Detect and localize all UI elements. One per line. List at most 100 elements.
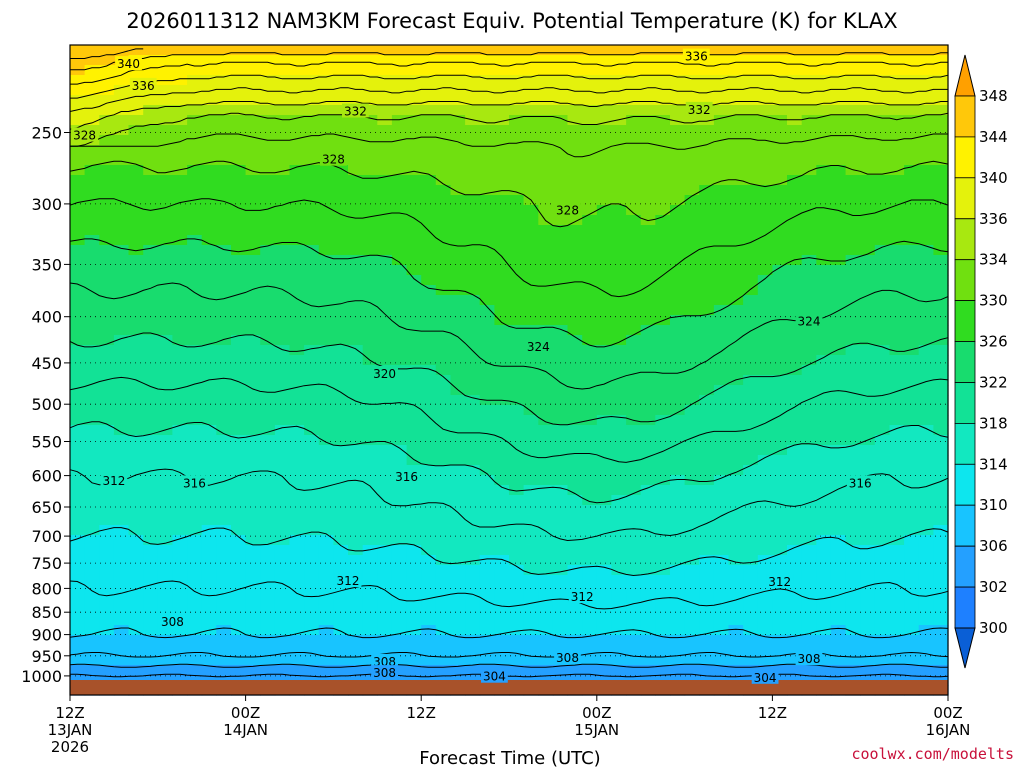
theta-e-cell	[582, 455, 598, 466]
theta-e-cell	[421, 535, 437, 546]
theta-e-cell	[552, 345, 569, 356]
theta-e-cell	[904, 75, 920, 86]
theta-e-cell	[611, 295, 627, 306]
theta-e-cell	[787, 445, 803, 456]
theta-e-cell	[728, 155, 744, 166]
theta-e-cell	[201, 635, 217, 646]
theta-e-cell	[274, 405, 291, 416]
theta-e-cell	[260, 265, 276, 276]
theta-e-cell	[84, 655, 100, 666]
theta-e-cell	[567, 265, 583, 276]
contour-label-bg	[554, 202, 581, 217]
theta-e-cell	[362, 155, 378, 166]
theta-e-cell	[231, 185, 247, 196]
theta-e-cell	[655, 495, 671, 506]
theta-e-cell	[845, 395, 861, 406]
theta-e-cell	[465, 585, 481, 596]
theta-e-cell	[699, 465, 715, 476]
theta-e-cell	[860, 215, 876, 226]
theta-e-cell	[801, 235, 817, 246]
theta-e-cell	[874, 505, 890, 516]
theta-e-cell	[157, 205, 173, 216]
contour-label-text: 332	[688, 103, 711, 117]
theta-e-cell	[626, 395, 642, 406]
theta-e-cell	[816, 645, 832, 656]
theta-e-cell	[231, 325, 247, 336]
theta-e-cell	[260, 495, 276, 506]
theta-e-cell	[260, 565, 276, 576]
theta-e-cell	[465, 155, 481, 166]
theta-e-cell	[187, 175, 203, 186]
theta-e-cell	[377, 525, 393, 536]
theta-e-cell	[523, 305, 539, 316]
theta-e-cell	[143, 365, 159, 376]
theta-e-cell	[904, 545, 920, 556]
theta-e-cell	[816, 95, 832, 106]
theta-e-cell	[157, 325, 173, 336]
theta-e-cell	[860, 355, 876, 366]
theta-e-cell	[289, 65, 305, 76]
theta-e-cell	[143, 225, 159, 236]
theta-e-cell	[289, 395, 305, 406]
theta-e-cell	[421, 615, 437, 626]
theta-e-cell	[216, 295, 232, 306]
theta-e-cell	[348, 425, 364, 436]
theta-e-cell	[845, 145, 861, 156]
theta-e-cell	[874, 545, 890, 556]
theta-e-cell	[933, 545, 949, 556]
theta-e-cell	[318, 345, 334, 356]
theta-e-cell	[435, 445, 451, 456]
theta-e-cell	[333, 335, 349, 346]
theta-e-cell	[84, 645, 100, 656]
theta-e-cell	[699, 495, 715, 506]
theta-e-cell	[816, 205, 832, 216]
theta-e-cell	[99, 195, 115, 206]
theta-e-cell	[391, 295, 408, 306]
theta-e-cell	[479, 365, 495, 376]
theta-e-cell	[391, 435, 408, 446]
theta-e-cell	[523, 375, 539, 386]
theta-e-cell	[611, 495, 627, 506]
theta-e-cell	[435, 215, 451, 226]
theta-e-cell	[421, 315, 437, 326]
theta-e-cell	[596, 375, 612, 386]
theta-e-cell	[918, 635, 934, 646]
theta-e-cell	[157, 255, 173, 266]
theta-e-cell	[684, 595, 700, 606]
theta-e-cell	[509, 225, 525, 236]
theta-e-cell	[333, 125, 349, 136]
theta-e-cell	[889, 175, 905, 186]
theta-e-cell	[874, 225, 890, 236]
theta-e-cell	[494, 635, 510, 646]
theta-e-cell	[684, 335, 700, 346]
theta-e-cell	[670, 265, 686, 276]
theta-e-cell	[377, 555, 393, 566]
theta-e-cell	[538, 235, 554, 246]
theta-e-cell	[70, 575, 86, 586]
theta-e-cell	[743, 335, 759, 346]
theta-e-cell	[713, 375, 730, 386]
theta-e-cell	[552, 115, 569, 126]
theta-e-cell	[391, 65, 408, 76]
theta-e-cell	[318, 625, 334, 636]
theta-e-cell	[567, 275, 583, 286]
theta-e-cell	[201, 435, 217, 446]
theta-e-cell	[304, 435, 320, 446]
theta-e-cell	[435, 655, 451, 666]
theta-e-cell	[494, 555, 510, 566]
theta-e-cell	[699, 215, 715, 226]
theta-e-cell	[933, 475, 949, 486]
theta-e-cell	[904, 255, 920, 266]
theta-e-cell	[860, 335, 876, 346]
theta-e-cell	[655, 165, 671, 176]
theta-e-cell	[626, 55, 642, 66]
theta-e-cell	[318, 455, 334, 466]
theta-e-cell	[640, 265, 656, 276]
theta-e-cell	[84, 65, 100, 76]
theta-e-cell	[582, 565, 598, 576]
theta-e-cell	[816, 305, 832, 316]
theta-e-cell	[113, 245, 130, 256]
theta-e-cell	[684, 635, 700, 646]
theta-e-cell	[113, 85, 130, 96]
theta-e-cell	[684, 225, 700, 236]
